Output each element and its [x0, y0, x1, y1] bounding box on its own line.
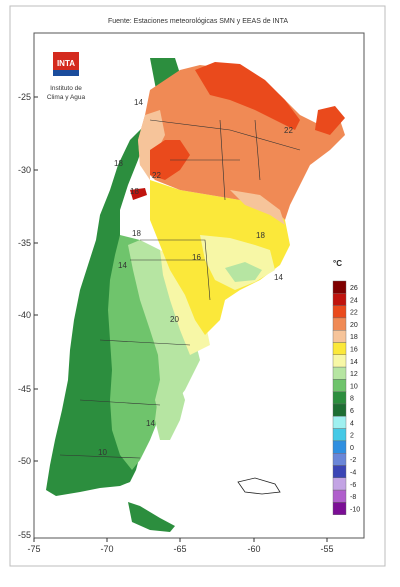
legend-swatch [332, 502, 347, 515]
legend-swatch [332, 391, 347, 405]
logo-caption-1: Instituto de [50, 85, 82, 92]
legend-label: 12 [350, 371, 358, 378]
legend-swatch [332, 416, 347, 429]
map-title: Fuente: Estaciones meteorológicas SMN y … [108, 18, 288, 25]
zone-12-patch [225, 262, 262, 282]
contour-label: 14 [274, 273, 283, 282]
legend-label: 22 [350, 310, 358, 317]
legend-label: 4 [350, 420, 354, 427]
legend-swatch [332, 477, 347, 491]
legend-label: 26 [350, 285, 358, 292]
legend-label: 16 [350, 347, 358, 354]
x-tick-label: -60 [247, 544, 260, 554]
contour-labels: 14 22 18 22 18 18 14 18 14 14 10 16 20 [98, 98, 293, 457]
legend-unit: °C [333, 259, 342, 268]
legend-label: 20 [350, 322, 358, 329]
y-tick-label: -25 [18, 92, 31, 102]
temperature-zones [46, 58, 345, 532]
legend-swatch [332, 428, 347, 442]
legend-label: 14 [350, 359, 358, 366]
legend-label: 6 [350, 408, 354, 415]
zone-22-north [195, 62, 300, 130]
contour-label: 14 [134, 98, 143, 107]
logo-text: INTA [57, 59, 75, 68]
zone-20 [138, 65, 345, 220]
malvinas-islands [237, 477, 281, 495]
legend-swatch [332, 453, 347, 466]
legend-swatch [332, 293, 347, 306]
y-tick-label: -55 [18, 530, 31, 540]
legend-label: -6 [350, 482, 356, 489]
legend-swatch [332, 354, 347, 368]
zone-18-east [230, 190, 285, 225]
legend-swatch [332, 403, 347, 417]
legend-swatch [332, 330, 347, 343]
legend-swatch [332, 366, 347, 380]
legend-swatch [332, 465, 347, 479]
zone-18-west [138, 110, 165, 180]
x-axis: -75 -70 -65 -60 -55 [27, 538, 334, 554]
contour-label: 16 [192, 253, 201, 262]
y-tick-label: -50 [18, 456, 31, 466]
legend-swatch [332, 342, 347, 356]
zone-22-east [315, 106, 345, 135]
contour-label: 22 [152, 171, 161, 180]
legend-label: 18 [350, 334, 358, 341]
y-tick-label: -45 [18, 384, 31, 394]
legend-swatch [332, 440, 347, 454]
y-axis: -25 -30 -35 -40 -45 -50 -55 [18, 92, 38, 540]
legend-label: 2 [350, 433, 354, 440]
zone-14 [160, 250, 210, 355]
legend-swatch [332, 317, 347, 331]
y-tick-label: -30 [18, 165, 31, 175]
legend-label: -2 [350, 457, 356, 464]
legend-label: 0 [350, 445, 354, 452]
legend-label: 10 [350, 383, 358, 390]
contour-label: 14 [146, 419, 155, 428]
legend-swatch [332, 379, 347, 392]
y-tick-label: -40 [18, 310, 31, 320]
zone-24-spot [130, 188, 147, 200]
y-tick-label: -35 [18, 238, 31, 248]
legend-label: -4 [350, 470, 356, 477]
contour-label: 10 [98, 448, 107, 457]
legend-label: 24 [350, 297, 358, 304]
province-boundaries [59, 119, 301, 459]
zone-10 [108, 235, 185, 470]
contour-label: 18 [130, 187, 139, 196]
legend-label: 8 [350, 396, 354, 403]
zone-12-south [155, 380, 185, 440]
x-tick-label: -55 [320, 544, 333, 554]
legend-label: -8 [350, 494, 356, 501]
logo-stripe [53, 70, 79, 76]
legend-swatch [332, 489, 347, 503]
legend-label: -10 [350, 506, 360, 513]
inta-logo: INTA Instituto de Clima y Agua [47, 52, 86, 101]
logo-caption-2: Clima y Agua [47, 94, 86, 101]
contour-label: 14 [118, 261, 127, 270]
x-tick-label: -70 [100, 544, 113, 554]
tierra-del-fuego [128, 502, 175, 532]
legend-swatch [332, 280, 347, 294]
contour-label: 18 [256, 231, 265, 240]
contour-label: 20 [170, 315, 179, 324]
x-tick-label: -75 [27, 544, 40, 554]
contour-label: 22 [284, 126, 293, 135]
x-tick-label: -65 [173, 544, 186, 554]
contour-label: 18 [114, 159, 123, 168]
legend-swatch [332, 305, 347, 319]
contour-label: 18 [132, 229, 141, 238]
zone-12 [128, 240, 200, 420]
